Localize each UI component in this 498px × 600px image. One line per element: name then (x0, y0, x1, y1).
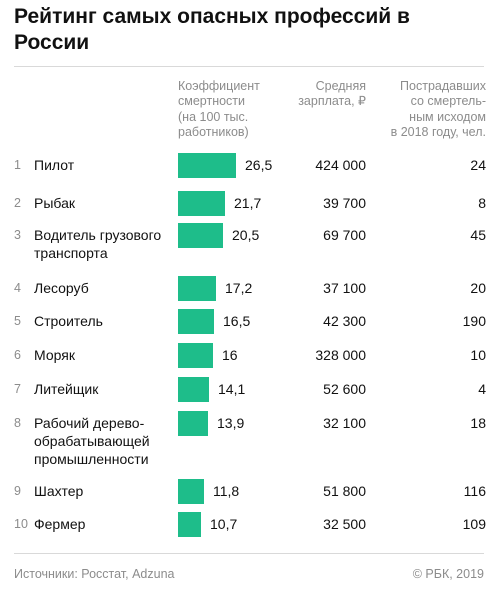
row-profession: Рабочий дерево- обрабатывающей промышлен… (34, 415, 150, 467)
row-profession: Рыбак (34, 195, 76, 211)
row-profession: Шахтер (34, 483, 84, 499)
coefficient-label: 21,7 (234, 195, 262, 211)
row-profession: Литейщик (34, 381, 99, 397)
coefficient-label: 11,8 (213, 483, 240, 499)
coefficient-label: 16,5 (223, 313, 251, 329)
coefficient-label: 26,5 (245, 157, 273, 173)
coefficient-bar (178, 479, 204, 504)
row-profession: Фермер (34, 516, 86, 532)
row-salary: 42 300 (323, 313, 366, 329)
coefficient-bar (178, 191, 225, 216)
chart-title: Рейтинг самых опасных профессий в России (14, 5, 410, 54)
row-profession: Пилот (34, 157, 75, 173)
row-victims: 109 (462, 516, 486, 532)
row-salary: 32 500 (323, 516, 366, 532)
row-salary: 32 100 (323, 415, 366, 431)
header-victims: Пострадавших со смертель- ным исходом в … (390, 79, 486, 140)
row-victims: 4 (478, 381, 486, 397)
row-victims: 10 (470, 347, 486, 363)
coefficient-label: 10,7 (210, 516, 238, 532)
row-profession: Лесоруб (34, 280, 89, 296)
row-salary: 37 100 (323, 280, 366, 296)
top-divider (14, 66, 484, 67)
coefficient-bar (178, 343, 213, 368)
row-victims: 190 (462, 313, 486, 329)
copyright: © РБК, 2019 (412, 567, 484, 581)
row-salary: 51 800 (323, 483, 366, 499)
coefficient-bar (178, 411, 208, 436)
row-victims: 20 (470, 280, 486, 296)
header-coefficient: Коэффициент смертности (на 100 тыс. рабо… (178, 79, 260, 140)
sources-note: Источники: Росстат, Adzuna (14, 567, 175, 581)
row-rank: 1 (14, 158, 21, 172)
coefficient-bar (178, 223, 223, 248)
row-victims: 18 (470, 415, 486, 431)
row-victims: 116 (463, 483, 486, 499)
row-profession: Строитель (34, 313, 103, 329)
row-rank: 3 (14, 228, 21, 242)
coefficient-label: 17,2 (225, 280, 253, 296)
coefficient-label: 13,9 (217, 415, 245, 431)
coefficient-label: 14,1 (218, 381, 246, 397)
coefficient-label: 20,5 (232, 227, 260, 243)
coefficient-bar (178, 512, 201, 537)
row-rank: 6 (14, 348, 21, 362)
row-victims: 45 (470, 227, 486, 243)
row-salary: 69 700 (323, 227, 366, 243)
row-rank: 2 (14, 196, 21, 210)
row-rank: 4 (14, 281, 21, 295)
row-victims: 24 (470, 157, 486, 173)
header-salary: Средняя зарплата, ₽ (298, 79, 366, 109)
coefficient-bar (178, 153, 236, 178)
row-rank: 10 (14, 517, 28, 531)
row-rank: 7 (14, 382, 21, 396)
row-rank: 8 (14, 416, 21, 430)
row-salary: 424 000 (315, 157, 366, 173)
row-salary: 52 600 (323, 381, 366, 397)
row-salary: 39 700 (323, 195, 366, 211)
coefficient-label: 16 (222, 347, 238, 363)
bottom-divider (14, 553, 484, 554)
row-rank: 5 (14, 314, 21, 328)
row-profession: Водитель грузового транспорта (34, 227, 162, 261)
coefficient-bar (178, 377, 209, 402)
coefficient-bar (178, 276, 216, 301)
row-salary: 328 000 (315, 347, 366, 363)
row-rank: 9 (14, 484, 21, 498)
row-victims: 8 (478, 195, 486, 211)
row-profession: Моряк (34, 347, 75, 363)
coefficient-bar (178, 309, 214, 334)
